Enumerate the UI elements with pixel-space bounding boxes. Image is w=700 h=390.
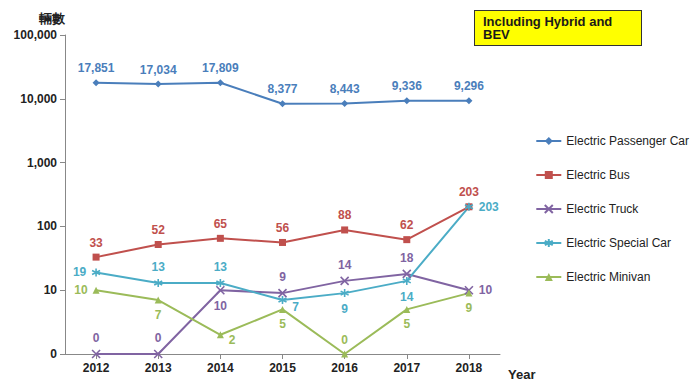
svg-text:10: 10 (74, 283, 88, 297)
svg-text:17,809: 17,809 (202, 61, 239, 75)
svg-text:2: 2 (229, 333, 236, 347)
svg-text:65: 65 (214, 217, 228, 231)
svg-text:9: 9 (341, 302, 348, 316)
svg-text:100,000: 100,000 (14, 28, 58, 42)
svg-text:13: 13 (214, 260, 228, 274)
svg-text:9,296: 9,296 (454, 79, 484, 93)
svg-text:10: 10 (214, 299, 228, 313)
svg-text:14: 14 (338, 258, 352, 272)
svg-text:9: 9 (466, 301, 473, 315)
svg-text:10: 10 (479, 283, 493, 297)
svg-text:Electric Passenger Car: Electric Passenger Car (566, 134, 689, 148)
svg-text:Including Hybrid and: Including Hybrid and (483, 14, 616, 29)
svg-text:56: 56 (276, 221, 290, 235)
svg-text:7: 7 (292, 300, 299, 314)
svg-text:7: 7 (155, 308, 162, 322)
svg-text:Electric Minivan: Electric Minivan (566, 270, 650, 284)
svg-text:0: 0 (93, 331, 100, 345)
svg-text:33: 33 (89, 236, 103, 250)
svg-text:17,034: 17,034 (140, 63, 177, 77)
svg-text:8,377: 8,377 (267, 82, 297, 96)
svg-text:8,443: 8,443 (330, 82, 360, 96)
svg-text:203: 203 (479, 200, 499, 214)
svg-text:10,000: 10,000 (20, 92, 57, 106)
svg-text:19: 19 (73, 265, 87, 279)
svg-text:2012: 2012 (83, 361, 110, 375)
svg-text:18: 18 (400, 251, 414, 265)
svg-text:0: 0 (341, 333, 348, 347)
svg-text:Year: Year (508, 367, 535, 382)
svg-text:0: 0 (50, 347, 57, 361)
svg-text:2016: 2016 (331, 361, 358, 375)
svg-text:52: 52 (152, 223, 166, 237)
svg-text:14: 14 (400, 290, 414, 304)
svg-text:5: 5 (279, 317, 286, 331)
svg-text:2015: 2015 (269, 361, 296, 375)
svg-text:2014: 2014 (207, 361, 234, 375)
svg-text:2018: 2018 (456, 361, 483, 375)
svg-text:0: 0 (155, 331, 162, 345)
svg-text:2013: 2013 (145, 361, 172, 375)
svg-text:2017: 2017 (393, 361, 420, 375)
svg-text:1,000: 1,000 (27, 156, 57, 170)
svg-text:5: 5 (403, 317, 410, 331)
svg-text:100: 100 (37, 219, 57, 233)
svg-text:203: 203 (459, 185, 479, 199)
svg-text:13: 13 (152, 260, 166, 274)
svg-text:Electric Special Car: Electric Special Car (566, 236, 671, 250)
svg-text:Electric Truck: Electric Truck (566, 202, 639, 216)
svg-text:10: 10 (44, 283, 58, 297)
svg-text:Electric Bus: Electric Bus (566, 168, 629, 182)
svg-text:9: 9 (279, 270, 286, 284)
svg-text:輛數: 輛數 (38, 11, 66, 26)
svg-text:62: 62 (400, 218, 414, 232)
svg-text:17,851: 17,851 (78, 61, 115, 75)
svg-text:BEV: BEV (483, 27, 510, 42)
svg-text:88: 88 (338, 208, 352, 222)
svg-text:9,336: 9,336 (392, 79, 422, 93)
